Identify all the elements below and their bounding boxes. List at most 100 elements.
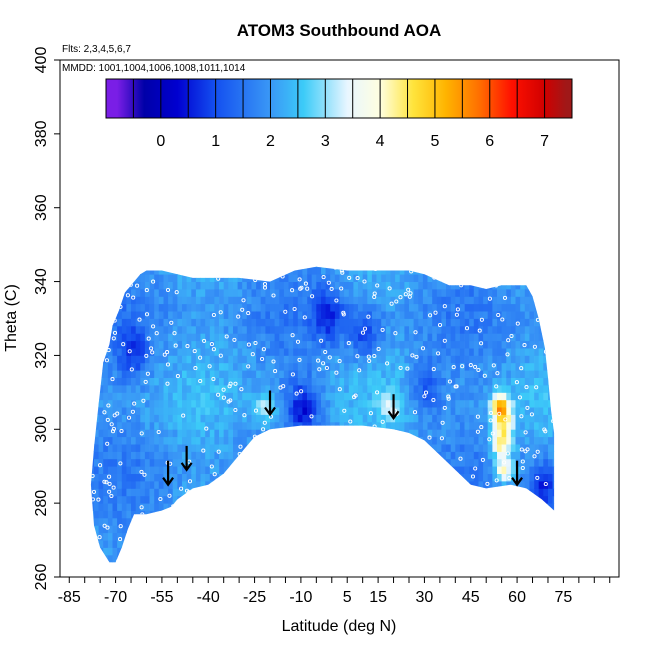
aoa-cell — [381, 266, 387, 275]
aoa-cell — [107, 495, 113, 504]
aoa-cell — [107, 385, 113, 393]
aoa-cell — [242, 495, 248, 504]
aoa-cell — [520, 311, 526, 319]
aoa-cell — [436, 311, 442, 319]
aoa-cell — [307, 436, 313, 445]
aoa-cell — [473, 532, 479, 541]
aoa-cell — [85, 422, 90, 430]
aoa-cell — [242, 466, 248, 474]
aoa-cell — [441, 421, 447, 430]
aoa-cell — [418, 325, 424, 334]
aoa-cell — [497, 399, 502, 408]
aoa-cell — [506, 303, 512, 312]
aoa-cell — [242, 503, 248, 511]
aoa-cell — [501, 399, 507, 408]
aoa-cell — [94, 510, 99, 519]
aoa-cell — [459, 466, 465, 474]
aoa-cell — [288, 488, 294, 497]
aoa-cell — [538, 303, 544, 312]
aoa-cell — [446, 444, 451, 452]
aoa-cell — [283, 281, 289, 290]
aoa-cell — [274, 481, 280, 489]
aoa-cell — [283, 503, 289, 511]
aoa-cell — [473, 473, 479, 482]
aoa-cell — [228, 540, 234, 548]
aoa-cell — [135, 444, 141, 452]
aoa-cell — [186, 503, 192, 511]
aoa-cell — [191, 370, 197, 378]
aoa-cell — [325, 325, 331, 334]
observation-point — [380, 327, 385, 332]
aoa-cell — [256, 510, 262, 519]
observation-point — [130, 409, 135, 414]
aoa-cell — [543, 540, 549, 548]
aoa-cell — [321, 318, 326, 327]
aoa-cell — [228, 488, 234, 497]
aoa-cell — [334, 510, 340, 519]
aoa-cell — [348, 362, 354, 371]
aoa-cell — [172, 481, 178, 489]
aoa-cell — [524, 303, 530, 312]
observation-point — [420, 451, 425, 457]
aoa-cell — [381, 473, 387, 482]
aoa-cell — [131, 303, 136, 312]
aoa-cell — [103, 495, 109, 504]
aoa-cell — [413, 554, 419, 563]
aoa-cell — [422, 266, 428, 275]
observation-point — [234, 560, 240, 563]
aoa-cell — [441, 385, 447, 393]
aoa-cell — [144, 510, 150, 519]
observation-point — [276, 464, 281, 469]
aoa-cell — [497, 296, 502, 305]
aoa-cell — [200, 266, 206, 268]
observation-point — [123, 273, 128, 278]
aoa-cell — [510, 444, 516, 452]
aoa-cell — [548, 362, 553, 371]
aoa-cell — [395, 252, 400, 260]
observation-point — [487, 296, 492, 301]
aoa-cell — [201, 562, 206, 570]
aoa-cell — [107, 444, 113, 452]
aoa-cell — [191, 274, 197, 282]
aoa-cell — [316, 444, 322, 452]
aoa-cell — [260, 355, 266, 364]
aoa-cell — [325, 510, 331, 519]
aoa-cell — [117, 370, 123, 378]
aoa-cell — [316, 392, 322, 401]
aoa-cell — [205, 392, 211, 401]
aoa-cell — [469, 525, 475, 534]
aoa-cell — [117, 362, 123, 371]
aoa-cell — [552, 348, 555, 356]
aoa-cell — [515, 348, 521, 356]
observation-point — [515, 321, 520, 326]
aoa-cell — [237, 355, 243, 364]
aoa-cell — [136, 252, 141, 260]
aoa-cell — [436, 296, 442, 305]
aoa-cell — [390, 517, 396, 526]
aoa-cell — [265, 281, 271, 290]
aoa-cell — [158, 325, 164, 334]
aoa-cell — [510, 495, 516, 504]
aoa-cell — [195, 444, 201, 452]
aoa-cell — [339, 481, 345, 489]
aoa-cell — [492, 554, 498, 563]
aoa-cell — [307, 525, 313, 534]
aoa-cell — [172, 274, 178, 282]
aoa-cell — [126, 466, 132, 474]
aoa-cell — [107, 377, 113, 386]
aoa-cell — [182, 458, 187, 467]
aoa-cell — [233, 385, 238, 393]
aoa-cell — [404, 481, 410, 489]
aoa-cell — [117, 481, 123, 489]
aoa-cell — [422, 517, 428, 526]
aoa-cell — [107, 554, 113, 563]
aoa-cell — [340, 562, 345, 570]
aoa-cell — [191, 554, 197, 563]
aoa-cell — [233, 296, 238, 305]
aoa-cell — [98, 421, 104, 430]
aoa-cell — [548, 451, 553, 460]
aoa-cell — [242, 333, 248, 342]
aoa-cell — [117, 281, 123, 290]
aoa-cell — [233, 525, 238, 534]
aoa-cell — [325, 466, 331, 474]
